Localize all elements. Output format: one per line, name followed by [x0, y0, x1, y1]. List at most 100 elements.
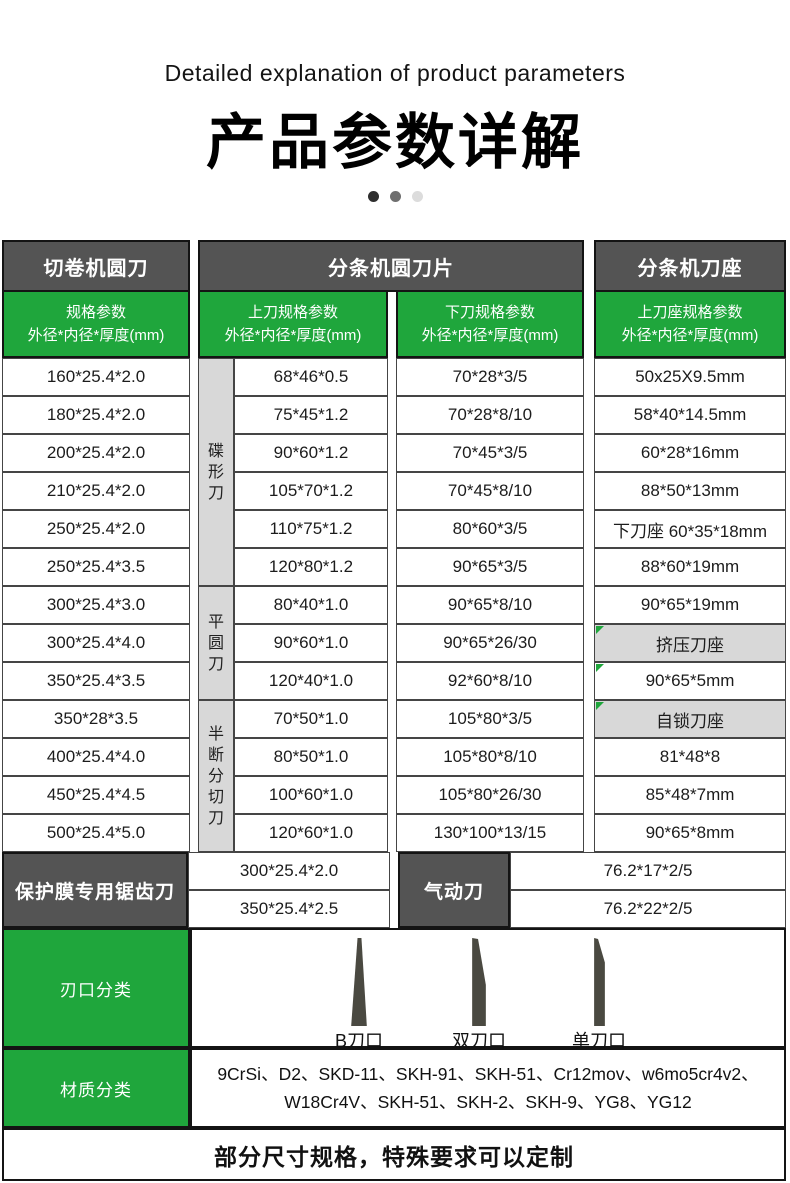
roll-cutter-subheader-line1: 规格参数 — [65, 303, 126, 321]
edge-class-content: B刀口 双刀口 单刀口 — [190, 928, 786, 1051]
spec-cell: 90*65*26/30 — [396, 624, 584, 662]
spec-cell: 400*25.4*4.0 — [2, 738, 190, 776]
spec-cell: 100*60*1.0 — [234, 776, 388, 814]
spec-cell: 70*45*3/5 — [396, 434, 584, 472]
upper-blade-subheader-line2: 外径*内径*厚度(mm) — [224, 327, 362, 344]
spec-cell: 160*25.4*2.0 — [2, 358, 190, 396]
spec-cell: 350*28*3.5 — [2, 700, 190, 738]
spec-cell: 81*48*8 — [594, 738, 786, 776]
spec-cell: 90*65*8mm — [594, 814, 786, 852]
upper-blade-groups: 碟形刀平圆刀半断分切刀 — [198, 358, 234, 852]
spec-cell: 200*25.4*2.0 — [2, 434, 190, 472]
upper-blade-values: 68*46*0.5 75*45*1.2 90*60*1.2 105*70*1.2 110… — [234, 358, 388, 852]
material-list-line2: W18Cr4V、SKH-51、SKH-2、SKH-9、YG8、YG12 — [284, 1092, 692, 1112]
spec-cell: 70*45*8/10 — [396, 472, 584, 510]
blade-label: 单刀口 — [572, 1031, 626, 1051]
spec-cell: 58*40*14.5mm — [594, 396, 786, 434]
holder-header: 分条机刀座 — [594, 240, 786, 292]
roll-cutter-subheader-line2: 外径*内径*厚度(mm) — [27, 327, 165, 344]
upper-blade-subheader-line1: 上刀规格参数 — [247, 303, 338, 321]
saw-blade-rows: 300*25.4*2.0 350*25.4*2.5 — [188, 852, 390, 928]
spec-cell: 300*25.4*3.0 — [2, 586, 190, 624]
blade-label: 双刀口 — [452, 1031, 506, 1051]
spec-cell: 自锁刀座 — [594, 700, 786, 738]
lower-blade-subheader: 下刀规格参数 外径*内径*厚度(mm) — [396, 292, 584, 358]
spec-cell: 80*60*3/5 — [396, 510, 584, 548]
spec-cell: 105*80*3/5 — [396, 700, 584, 738]
spec-cell: 70*28*8/10 — [396, 396, 584, 434]
edge-class-label: 刃口分类 — [2, 928, 190, 1048]
spec-cell: 88*50*13mm — [594, 472, 786, 510]
holder-subheader-line1: 上刀座规格参数 — [637, 303, 743, 321]
spec-cell: 500*25.4*5.0 — [2, 814, 190, 852]
lower-blade-rows: 70*28*3/5 70*28*8/10 70*45*3/5 70*45*8/10 80… — [396, 358, 584, 852]
spec-cell: 76.2*22*2/5 — [510, 890, 786, 928]
spec-cell: 105*70*1.2 — [234, 472, 388, 510]
material-class-label: 材质分类 — [2, 1048, 190, 1128]
spec-cell: 130*100*13/15 — [396, 814, 584, 852]
spec-cell: 105*80*26/30 — [396, 776, 584, 814]
carousel-dots — [0, 191, 790, 202]
spec-cell: 60*28*16mm — [594, 434, 786, 472]
upper-blade-body: 碟形刀平圆刀半断分切刀 68*46*0.5 75*45*1.2 90*60*1.2 1… — [198, 358, 388, 852]
spec-cell: 300*25.4*4.0 — [2, 624, 190, 662]
material-class-content: 9CrSi、D2、SKD-11、SKH-91、SKH-51、Cr12mov、w6… — [190, 1048, 786, 1128]
roll-cutter-subheader: 规格参数 外径*内径*厚度(mm) — [2, 292, 190, 358]
blade-type-label: 平圆刀 — [198, 586, 234, 700]
spec-cell: 90*65*8/10 — [396, 586, 584, 624]
slitter-header: 分条机圆刀片 — [198, 240, 584, 292]
spec-cell: 50x25X9.5mm — [594, 358, 786, 396]
spec-cell: 300*25.4*2.0 — [188, 852, 390, 890]
spec-cell: 70*28*3/5 — [396, 358, 584, 396]
material-list-line1: 9CrSi、D2、SKD-11、SKH-91、SKH-51、Cr12mov、w6… — [217, 1064, 759, 1084]
spec-cell: 68*46*0.5 — [234, 358, 388, 396]
spec-cell: 250*25.4*2.0 — [2, 510, 190, 548]
spec-cell: 90*65*5mm — [594, 662, 786, 700]
b-edge-blade-icon — [339, 938, 379, 1026]
upper-blade-subheader: 上刀规格参数 外径*内径*厚度(mm) — [198, 292, 388, 358]
blade-figure-b-edge: B刀口 — [320, 938, 398, 1051]
saw-blade-label: 保护膜专用锯齿刀 — [2, 852, 188, 928]
spec-cell: 120*40*1.0 — [234, 662, 388, 700]
carousel-dot — [367, 191, 379, 202]
blade-type-label: 碟形刀 — [198, 358, 234, 586]
blade-label: B刀口 — [334, 1031, 383, 1051]
spec-cell: 180*25.4*2.0 — [2, 396, 190, 434]
spec-cell: 450*25.4*4.5 — [2, 776, 190, 814]
spec-cell: 70*50*1.0 — [234, 700, 388, 738]
lower-blade-subheader-line2: 外径*内径*厚度(mm) — [421, 327, 559, 344]
spec-cell: 80*40*1.0 — [234, 586, 388, 624]
holder-subheader: 上刀座规格参数 外径*内径*厚度(mm) — [594, 292, 786, 358]
carousel-dot — [389, 191, 401, 202]
roll-cutter-header: 切卷机圆刀 — [2, 240, 190, 292]
spec-cell: 挤压刀座 — [594, 624, 786, 662]
roll-cutter-rows: 160*25.4*2.0 180*25.4*2.0 200*25.4*2.0 210*… — [2, 358, 190, 852]
pneumatic-blade-rows: 76.2*17*2/5 76.2*22*2/5 — [510, 852, 786, 928]
lower-blade-subheader-line1: 下刀规格参数 — [444, 303, 535, 321]
spec-cell: 85*48*7mm — [594, 776, 786, 814]
spec-cell: 350*25.4*3.5 — [2, 662, 190, 700]
spec-cell: 90*60*1.0 — [234, 624, 388, 662]
spec-cell: 88*60*19mm — [594, 548, 786, 586]
double-edge-blade-icon — [459, 938, 499, 1026]
page-title: 产品参数详解 — [206, 109, 584, 176]
custom-note-banner: 部分尺寸规格，特殊要求可以定制 — [2, 1128, 786, 1181]
pneumatic-blade-label: 气动刀 — [398, 852, 510, 928]
carousel-dot — [411, 191, 423, 202]
single-edge-blade-icon — [579, 938, 619, 1026]
spec-cell: 210*25.4*2.0 — [2, 472, 190, 510]
blade-type-label: 半断分切刀 — [198, 700, 234, 852]
spec-cell: 90*65*3/5 — [396, 548, 584, 586]
holder-rows: 50x25X9.5mm 58*40*14.5mm 60*28*16mm 88*50*1… — [594, 358, 786, 852]
spec-cell: 80*50*1.0 — [234, 738, 388, 776]
spec-cell: 120*60*1.0 — [234, 814, 388, 852]
spec-cell: 76.2*17*2/5 — [510, 852, 786, 890]
blade-figure-single-edge: 单刀口 — [560, 938, 638, 1051]
spec-cell: 105*80*8/10 — [396, 738, 584, 776]
spec-cell: 90*60*1.2 — [234, 434, 388, 472]
spec-cell: 120*80*1.2 — [234, 548, 388, 586]
holder-subheader-line2: 外径*内径*厚度(mm) — [621, 327, 759, 344]
spec-cell: 110*75*1.2 — [234, 510, 388, 548]
spec-cell: 250*25.4*3.5 — [2, 548, 190, 586]
